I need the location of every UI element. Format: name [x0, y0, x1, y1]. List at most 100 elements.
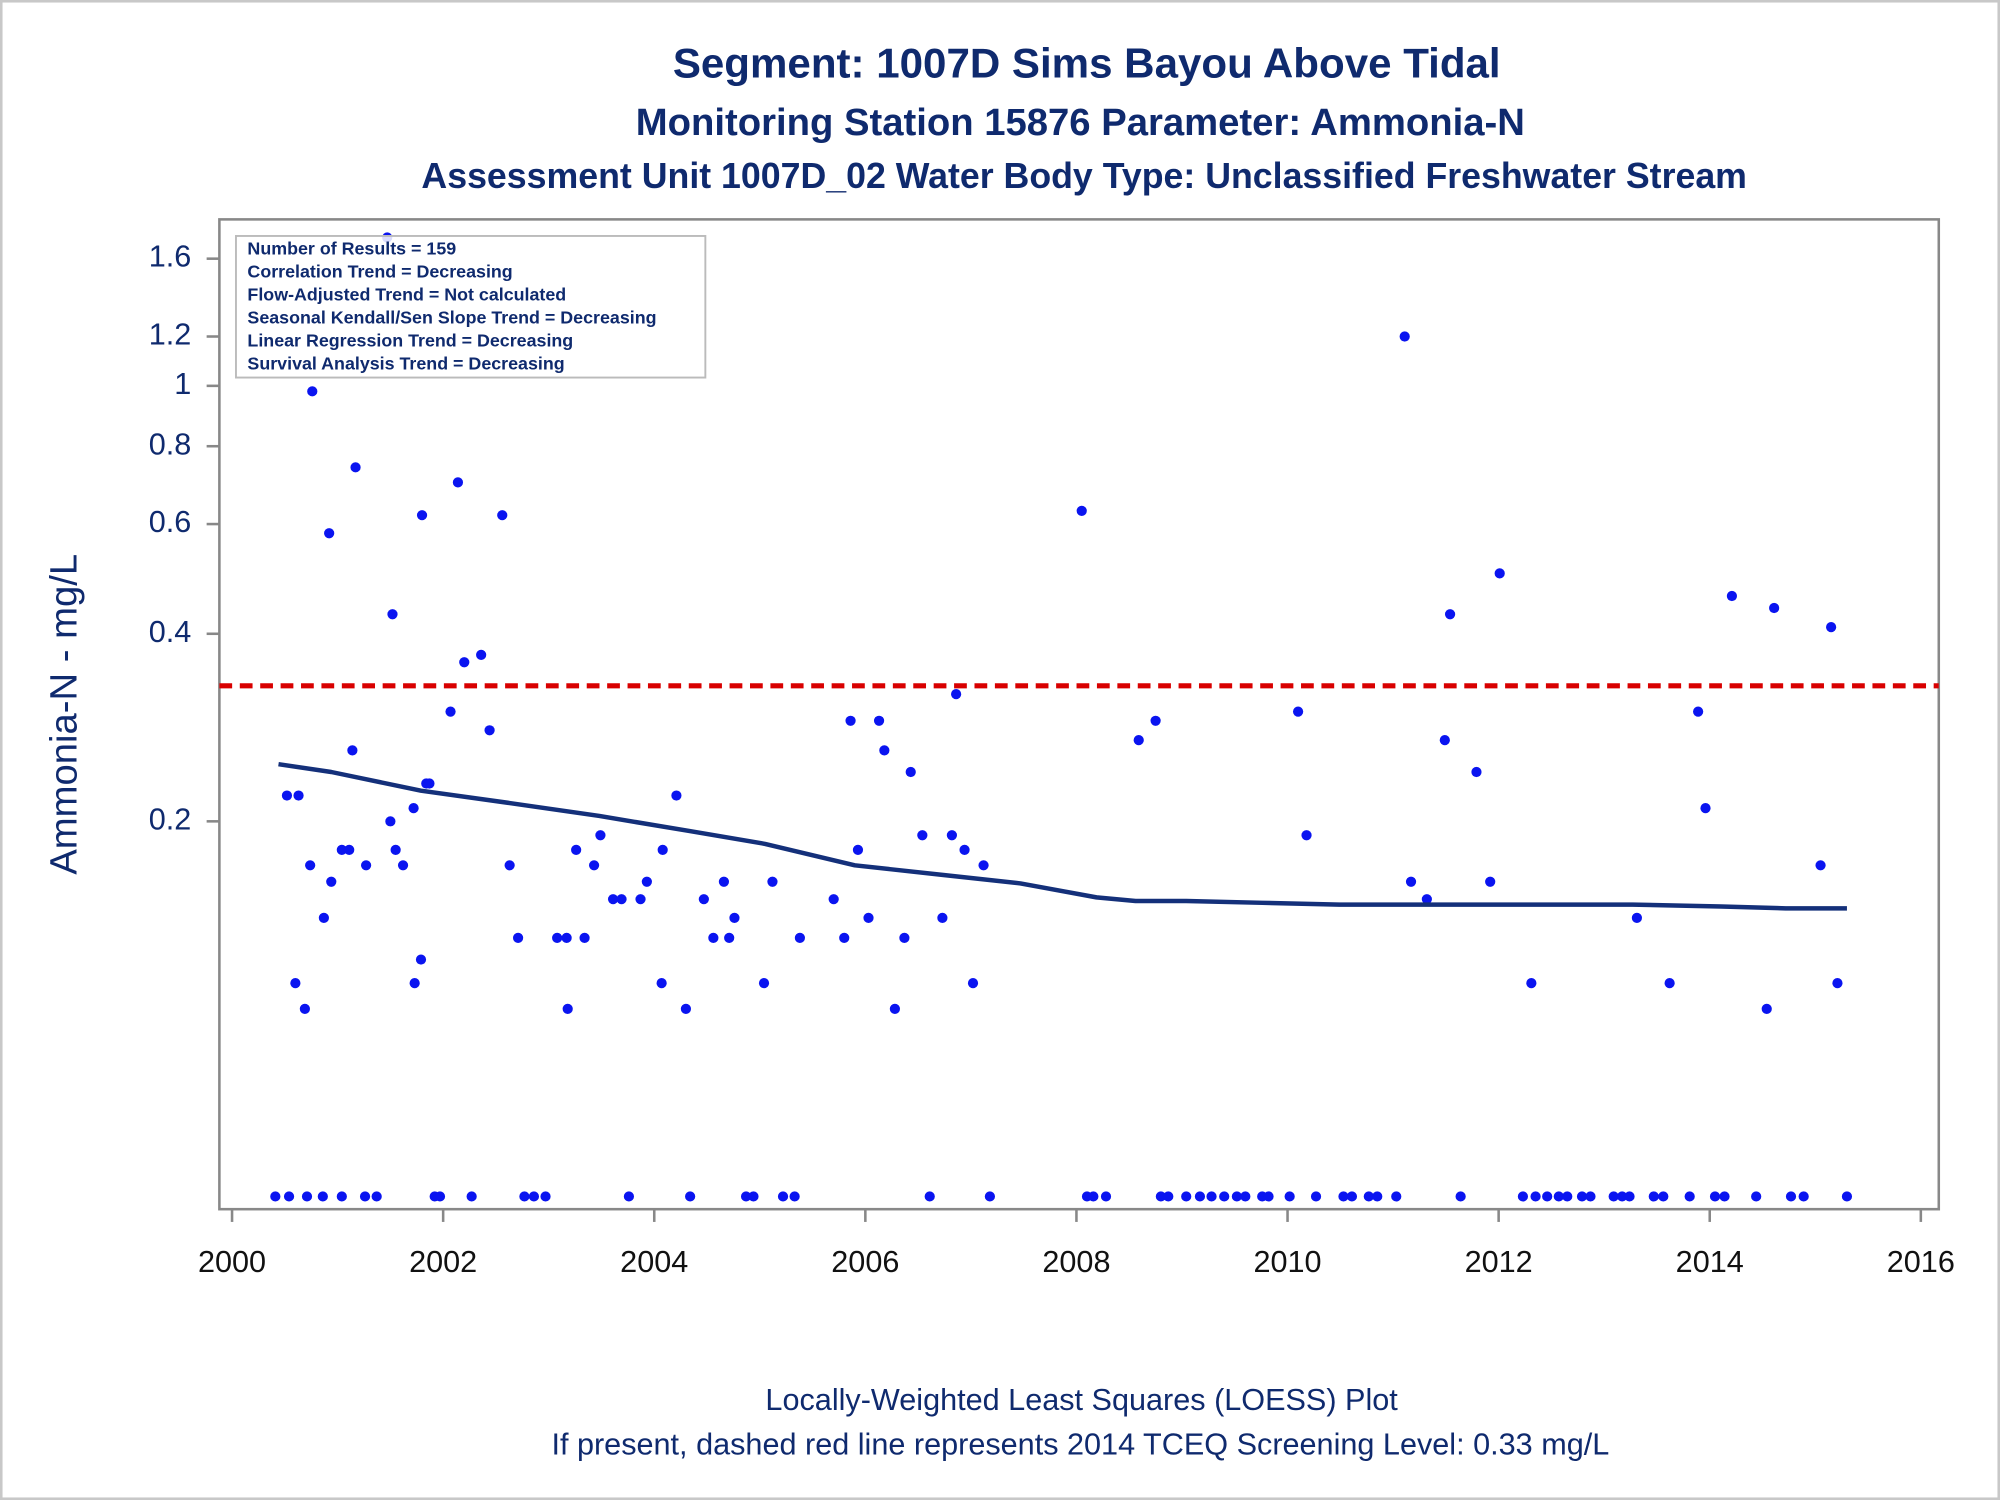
data-point — [1624, 1191, 1635, 1202]
data-point — [552, 932, 563, 943]
data-point — [1284, 1191, 1295, 1202]
y-tick-label: 1.6 — [149, 240, 192, 274]
data-point — [924, 1191, 935, 1202]
data-point — [1471, 766, 1482, 778]
stats-text: Linear Regression Trend = Decreasing — [247, 331, 573, 351]
data-point — [1219, 1191, 1230, 1202]
data-point — [1576, 1191, 1588, 1202]
x-tick-label: 2014 — [1676, 1245, 1744, 1279]
data-point — [680, 1003, 692, 1014]
data-point — [1076, 505, 1087, 516]
x-tick-label: 2008 — [1042, 1245, 1110, 1279]
data-point — [959, 844, 970, 855]
y-tick-label: 1.2 — [149, 318, 192, 352]
data-point — [1263, 1191, 1274, 1202]
data-point — [1363, 1191, 1374, 1202]
y-tick-label: 1 — [174, 367, 191, 401]
data-point — [484, 725, 495, 736]
data-point — [571, 844, 582, 855]
data-point — [879, 745, 890, 756]
data-point — [1150, 715, 1161, 726]
data-point — [1585, 1191, 1596, 1202]
data-point — [1648, 1191, 1659, 1202]
data-point — [1181, 1191, 1192, 1202]
data-point — [512, 932, 524, 943]
stats-text: Flow-Adjusted Trend = Not calculated — [247, 285, 566, 305]
data-point — [873, 715, 885, 726]
data-point — [899, 932, 910, 943]
data-point — [657, 844, 668, 855]
x-tick-label: 2002 — [409, 1245, 477, 1279]
data-point — [561, 932, 572, 943]
stats-text: Number of Results = 159 — [247, 239, 456, 259]
x-tick-label: 2006 — [831, 1245, 899, 1279]
data-point — [1709, 1191, 1721, 1202]
data-point — [360, 860, 372, 871]
y-tick-label: 0.2 — [149, 802, 192, 836]
data-point — [748, 1191, 759, 1202]
data-point — [656, 977, 667, 989]
data-point — [1751, 1191, 1762, 1202]
data-point — [459, 657, 470, 668]
data-point — [607, 894, 619, 905]
data-point — [1726, 590, 1738, 602]
y-axis-label: Ammonia-N - mg/L — [42, 554, 85, 875]
data-point — [917, 830, 928, 841]
data-point — [1372, 1191, 1383, 1202]
data-point — [350, 462, 361, 473]
x-tick-label: 2000 — [198, 1245, 266, 1279]
data-point — [698, 894, 709, 905]
data-point — [452, 477, 464, 488]
data-point — [283, 1191, 295, 1202]
y-tick-label: 0.8 — [149, 427, 192, 461]
data-point — [1292, 706, 1304, 717]
data-point — [1088, 1191, 1099, 1202]
data-point — [1194, 1191, 1206, 1202]
data-point — [1664, 977, 1675, 989]
data-point — [1444, 609, 1456, 620]
data-point — [1530, 1191, 1541, 1202]
data-point — [1719, 1191, 1730, 1202]
data-point — [305, 860, 316, 871]
data-point — [324, 528, 335, 539]
data-point — [336, 844, 347, 855]
data-point — [519, 1191, 530, 1202]
data-point — [789, 1191, 800, 1202]
data-point — [758, 977, 770, 989]
data-point — [1826, 621, 1837, 633]
chart-title: Segment: 1007D Sims Bayou Above Tidal — [673, 39, 1501, 86]
data-point — [1206, 1191, 1217, 1202]
data-point — [1562, 1191, 1573, 1202]
data-point — [767, 876, 778, 887]
data-point — [946, 830, 957, 841]
data-point — [740, 1191, 752, 1202]
data-point — [828, 894, 839, 905]
data-point — [1133, 735, 1144, 746]
data-point — [951, 689, 962, 700]
data-point — [1439, 735, 1450, 746]
data-point — [415, 954, 427, 965]
data-point — [562, 1003, 573, 1014]
data-point — [1155, 1191, 1166, 1202]
footnote: If present, dashed red line represents 2… — [551, 1428, 1609, 1462]
data-point — [1455, 1191, 1466, 1202]
data-point — [293, 790, 304, 801]
data-point — [623, 1191, 635, 1202]
data-point — [967, 977, 979, 989]
x-tick-label: 2012 — [1465, 1245, 1533, 1279]
data-point — [724, 932, 735, 943]
data-point — [466, 1191, 477, 1202]
data-point — [371, 1191, 382, 1202]
data-point — [978, 860, 989, 871]
data-point — [318, 912, 329, 923]
data-point — [889, 1003, 901, 1014]
data-point — [1517, 1191, 1529, 1202]
data-point — [409, 977, 420, 989]
data-point — [497, 510, 508, 521]
data-point — [1338, 1191, 1349, 1202]
data-point — [1631, 912, 1643, 923]
data-point — [1231, 1191, 1242, 1202]
data-point — [445, 706, 456, 717]
data-point — [1405, 876, 1417, 887]
